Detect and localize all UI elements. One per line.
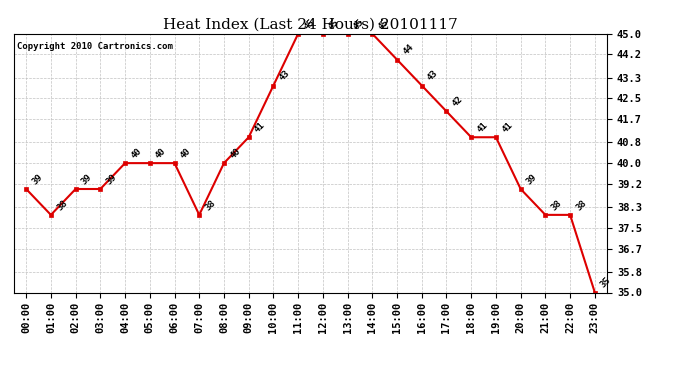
Text: 40: 40 (228, 146, 242, 160)
Text: 45: 45 (302, 17, 316, 31)
Text: 39: 39 (30, 172, 44, 186)
Text: 38: 38 (55, 198, 69, 212)
Text: 41: 41 (500, 120, 514, 135)
Text: 45: 45 (352, 17, 366, 31)
Title: Heat Index (Last 24 Hours) 20101117: Heat Index (Last 24 Hours) 20101117 (163, 17, 458, 31)
Text: 39: 39 (80, 172, 94, 186)
Text: 39: 39 (525, 172, 539, 186)
Text: 42: 42 (451, 94, 464, 109)
Text: 41: 41 (253, 120, 267, 135)
Text: 43: 43 (277, 69, 292, 83)
Text: 38: 38 (549, 198, 564, 212)
Text: 45: 45 (327, 17, 341, 31)
Text: 41: 41 (475, 120, 489, 135)
Text: 40: 40 (129, 146, 144, 160)
Text: 43: 43 (426, 69, 440, 83)
Text: 40: 40 (154, 146, 168, 160)
Text: 44: 44 (401, 43, 415, 57)
Text: 35: 35 (599, 276, 613, 290)
Text: 38: 38 (204, 198, 217, 212)
Text: Copyright 2010 Cartronics.com: Copyright 2010 Cartronics.com (17, 42, 172, 51)
Text: 38: 38 (574, 198, 589, 212)
Text: 40: 40 (179, 146, 193, 160)
Text: 45: 45 (377, 17, 391, 31)
Text: 39: 39 (104, 172, 119, 186)
